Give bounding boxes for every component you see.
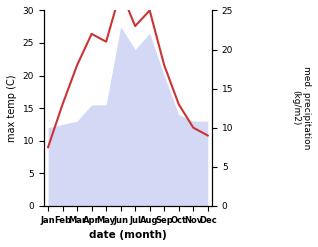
Y-axis label: med. precipitation
(kg/m2): med. precipitation (kg/m2) (292, 66, 311, 150)
X-axis label: date (month): date (month) (89, 230, 167, 240)
Y-axis label: max temp (C): max temp (C) (7, 74, 17, 142)
